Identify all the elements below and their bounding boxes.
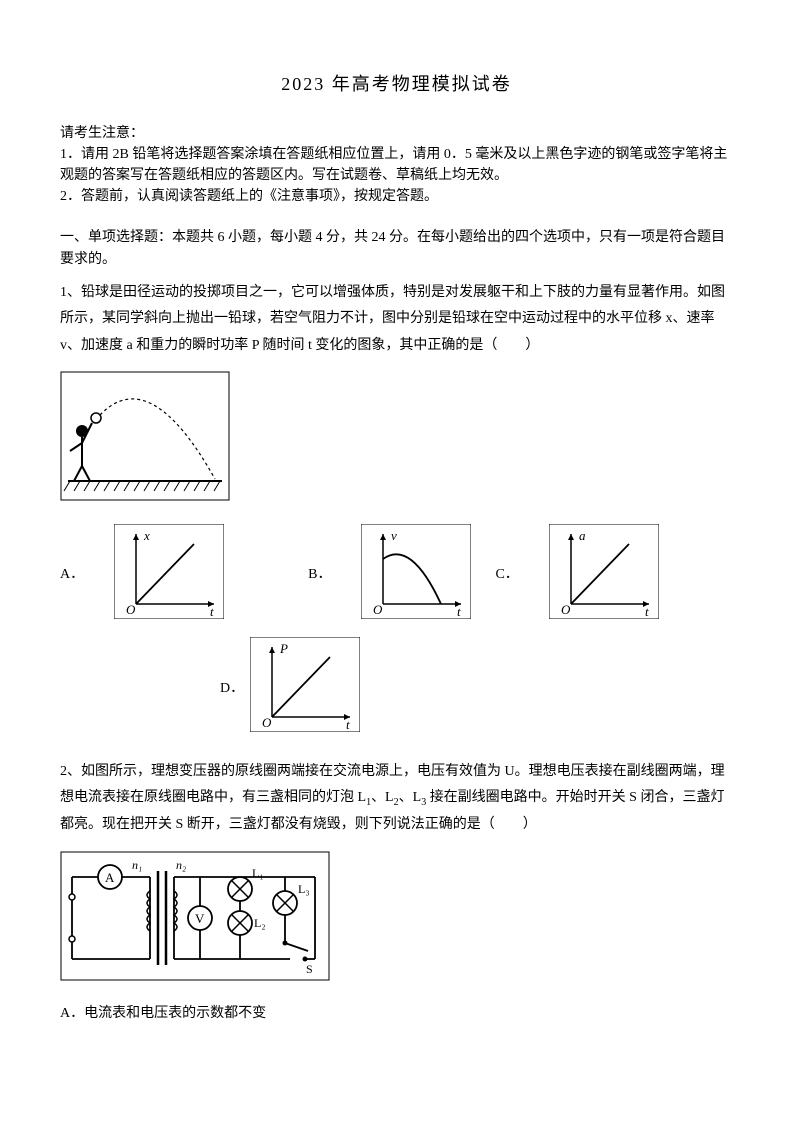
option-b-xlabel: t (457, 604, 461, 619)
option-d-graph: O P t (250, 637, 360, 740)
svg-text:L₁: L₁ (252, 866, 264, 880)
option-c-graph: O a t (549, 524, 659, 627)
option-b-label: B． (308, 564, 331, 586)
option-a-graph: O x t (114, 524, 224, 627)
option-b-ylabel: v (391, 528, 397, 543)
option-d-ylabel: P (279, 641, 288, 656)
instructions-header: 请考生注意： (60, 123, 733, 144)
option-b-graph: O v t (361, 524, 471, 627)
question-2-option-a: A．电流表和电压表的示数都不变 (60, 1003, 733, 1025)
option-d-xlabel: t (346, 717, 350, 732)
option-a-label: A． (60, 564, 84, 586)
svg-text:O: O (126, 602, 136, 617)
svg-text:L₂: L₂ (254, 916, 266, 930)
question-1-options-row-1: A． O x t B． O v t C． (60, 524, 733, 627)
option-c-xlabel: t (645, 604, 649, 619)
svg-text:O: O (262, 715, 272, 730)
svg-text:A: A (105, 870, 115, 885)
q2-text-mid2: 、L (399, 790, 422, 805)
svg-text:S: S (306, 962, 313, 976)
svg-text:O: O (373, 602, 383, 617)
instructions-line-1: 1．请用 2B 铅笔将选择题答案涂填在答题纸相应位置上，请用 0．5 毫米及以上… (60, 144, 733, 186)
section-1-header: 一、单项选择题：本题共 6 小题，每小题 4 分，共 24 分。在每小题给出的四… (60, 227, 733, 272)
option-a-xlabel: t (210, 604, 214, 619)
question-1-text: 1、铅球是田径运动的投掷项目之一，它可以增强体质，特别是对发展躯干和上下肢的力量… (60, 280, 733, 360)
option-c-ylabel: a (579, 528, 586, 543)
instructions-block: 请考生注意： 1．请用 2B 铅笔将选择题答案涂填在答题纸相应位置上，请用 0．… (60, 123, 733, 207)
option-c-label: C． (495, 564, 518, 586)
q2-text-mid1: 、L (371, 790, 394, 805)
svg-text:L₃: L₃ (298, 882, 310, 896)
question-1-options-row-2: D． O P t (60, 637, 733, 740)
question-2-text: 2、如图所示，理想变压器的原线圈两端接在交流电源上，电压有效值为 U。理想电压表… (60, 759, 733, 839)
option-a-ylabel: x (143, 528, 150, 543)
option-d-label: D． (220, 678, 244, 700)
question-1-main-figure (60, 371, 733, 509)
svg-text:O: O (561, 602, 571, 617)
svg-text:V: V (195, 911, 205, 926)
svg-text:n₂: n₂ (176, 858, 186, 872)
question-2-circuit: A n₁ n₂ V (60, 851, 733, 989)
svg-text:n₁: n₁ (132, 858, 142, 872)
page-title: 2023 年高考物理模拟试卷 (60, 70, 733, 99)
instructions-line-2: 2．答题前，认真阅读答题纸上的《注意事项》，按规定答题。 (60, 186, 733, 207)
